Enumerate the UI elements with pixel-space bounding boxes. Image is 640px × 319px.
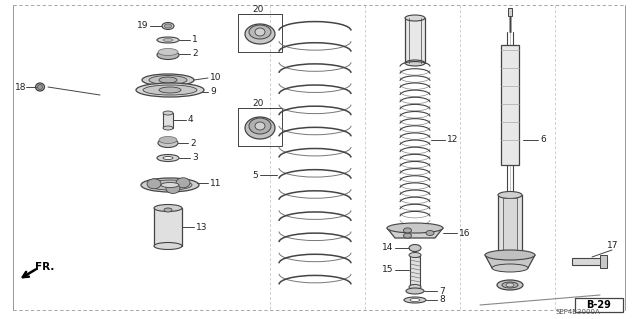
Ellipse shape	[506, 283, 514, 287]
Ellipse shape	[255, 122, 265, 130]
Ellipse shape	[35, 83, 45, 91]
Ellipse shape	[245, 24, 275, 44]
Ellipse shape	[492, 264, 528, 272]
Ellipse shape	[158, 48, 178, 56]
Ellipse shape	[38, 85, 42, 90]
Ellipse shape	[162, 23, 174, 29]
Text: 4: 4	[188, 115, 194, 124]
Bar	[238, 14, 282, 52]
Ellipse shape	[245, 117, 275, 139]
Ellipse shape	[404, 297, 426, 303]
Bar	[163, 113, 173, 128]
Ellipse shape	[485, 250, 535, 260]
Text: 17: 17	[607, 241, 618, 250]
Text: 15: 15	[381, 265, 393, 275]
Text: 5: 5	[252, 170, 258, 180]
Text: 2: 2	[190, 138, 196, 147]
Text: 7: 7	[439, 286, 445, 295]
Bar	[575, 298, 623, 312]
Text: 20: 20	[252, 99, 264, 108]
Ellipse shape	[136, 83, 204, 97]
Ellipse shape	[409, 285, 421, 290]
Ellipse shape	[176, 178, 190, 188]
Bar	[154, 208, 182, 246]
Text: 11: 11	[210, 179, 221, 188]
Ellipse shape	[406, 288, 424, 294]
Ellipse shape	[163, 111, 173, 115]
Ellipse shape	[163, 126, 173, 130]
Ellipse shape	[157, 50, 179, 60]
Text: 1: 1	[192, 35, 198, 44]
Ellipse shape	[159, 87, 181, 93]
Text: 12: 12	[447, 136, 458, 145]
Ellipse shape	[157, 37, 179, 43]
Ellipse shape	[157, 154, 179, 161]
Text: 6: 6	[540, 136, 546, 145]
Ellipse shape	[498, 191, 522, 198]
Text: 3: 3	[192, 153, 198, 162]
Ellipse shape	[255, 28, 265, 36]
Ellipse shape	[148, 180, 192, 190]
Ellipse shape	[159, 77, 177, 83]
Ellipse shape	[141, 178, 199, 192]
Ellipse shape	[498, 251, 522, 258]
Ellipse shape	[161, 182, 179, 188]
Bar	[503, 198, 517, 252]
Bar	[410, 255, 420, 287]
Ellipse shape	[163, 157, 173, 160]
Text: 20: 20	[252, 4, 264, 13]
Text: B-29: B-29	[587, 300, 611, 310]
Ellipse shape	[426, 231, 434, 235]
Ellipse shape	[166, 183, 180, 193]
Text: 10: 10	[210, 73, 221, 83]
Ellipse shape	[149, 76, 187, 85]
Polygon shape	[387, 228, 443, 238]
Text: 9: 9	[210, 87, 216, 97]
Ellipse shape	[147, 179, 161, 189]
Ellipse shape	[409, 244, 421, 251]
Bar	[405, 18, 425, 63]
Text: 8: 8	[439, 295, 445, 305]
Ellipse shape	[403, 228, 412, 233]
Bar	[600, 255, 607, 268]
Text: 14: 14	[381, 243, 393, 253]
Ellipse shape	[410, 299, 420, 301]
Ellipse shape	[405, 60, 425, 66]
Text: 19: 19	[136, 21, 148, 31]
Ellipse shape	[142, 74, 194, 86]
Ellipse shape	[154, 204, 182, 211]
Text: SEP4B3000A: SEP4B3000A	[555, 309, 600, 315]
Ellipse shape	[164, 208, 172, 212]
Ellipse shape	[163, 39, 173, 41]
Ellipse shape	[158, 138, 178, 147]
Ellipse shape	[154, 242, 182, 249]
Bar	[572, 258, 607, 265]
Ellipse shape	[164, 24, 172, 28]
Text: 18: 18	[15, 83, 26, 92]
Text: FR.: FR.	[35, 262, 54, 272]
Ellipse shape	[143, 85, 197, 95]
Ellipse shape	[249, 118, 271, 134]
Ellipse shape	[405, 15, 425, 21]
Text: 16: 16	[459, 228, 470, 238]
Bar	[508, 8, 512, 16]
Ellipse shape	[497, 280, 523, 290]
Bar	[238, 108, 282, 146]
Ellipse shape	[387, 223, 443, 233]
Text: 2: 2	[192, 49, 198, 58]
Ellipse shape	[403, 233, 412, 238]
Ellipse shape	[249, 25, 271, 39]
Ellipse shape	[409, 253, 421, 257]
Polygon shape	[485, 255, 535, 268]
Ellipse shape	[502, 282, 518, 288]
Bar	[501, 45, 519, 165]
Bar	[498, 195, 522, 255]
Ellipse shape	[159, 137, 177, 144]
Text: 13: 13	[196, 222, 207, 232]
